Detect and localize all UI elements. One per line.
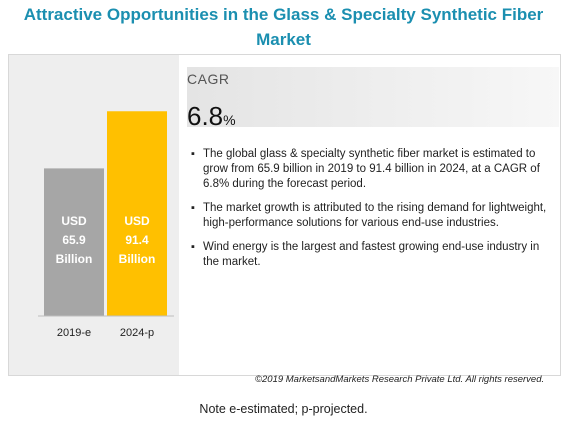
key-findings-list: The global glass & specialty synthetic f… (191, 147, 551, 279)
x-tick-label: 2019-e (57, 327, 91, 339)
infographic-panel: USD 65.9 Billion 2019-e USD 91.4 Billion 2024-p… (8, 54, 561, 376)
cagr-unit: % (223, 112, 236, 128)
bar-data-label: 91.4 (125, 233, 149, 247)
finding-item: Wind energy is the largest and fastest g… (191, 240, 551, 270)
chart-title: Attractive Opportunities in the Glass & … (23, 5, 544, 49)
bar-data-label: USD (124, 214, 150, 228)
bar-data-label: Billion (119, 252, 156, 266)
footnote: Note e-estimated; p-projected. (199, 402, 368, 416)
bar-2019-e (44, 168, 104, 316)
bar-2024-p (107, 111, 167, 316)
bar-data-label: USD (61, 214, 87, 228)
copyright-notice: ©2019 MarketsandMarkets Research Private… (255, 374, 545, 385)
x-tick-label: 2024-p (120, 327, 154, 339)
cagr-label: CAGR (187, 71, 230, 87)
cagr-number: 6.8 (187, 101, 224, 131)
finding-item: The global glass & specialty synthetic f… (191, 147, 551, 192)
bar-data-label: Billion (56, 252, 93, 266)
finding-item: The market growth is attributed to the r… (191, 201, 551, 231)
cagr-box (187, 67, 559, 127)
cagr-value: 6.8% (187, 101, 236, 132)
bar-data-label: 65.9 (62, 233, 86, 247)
bar-chart: USD 65.9 Billion 2019-e USD 91.4 Billion 2024-p (38, 111, 174, 339)
